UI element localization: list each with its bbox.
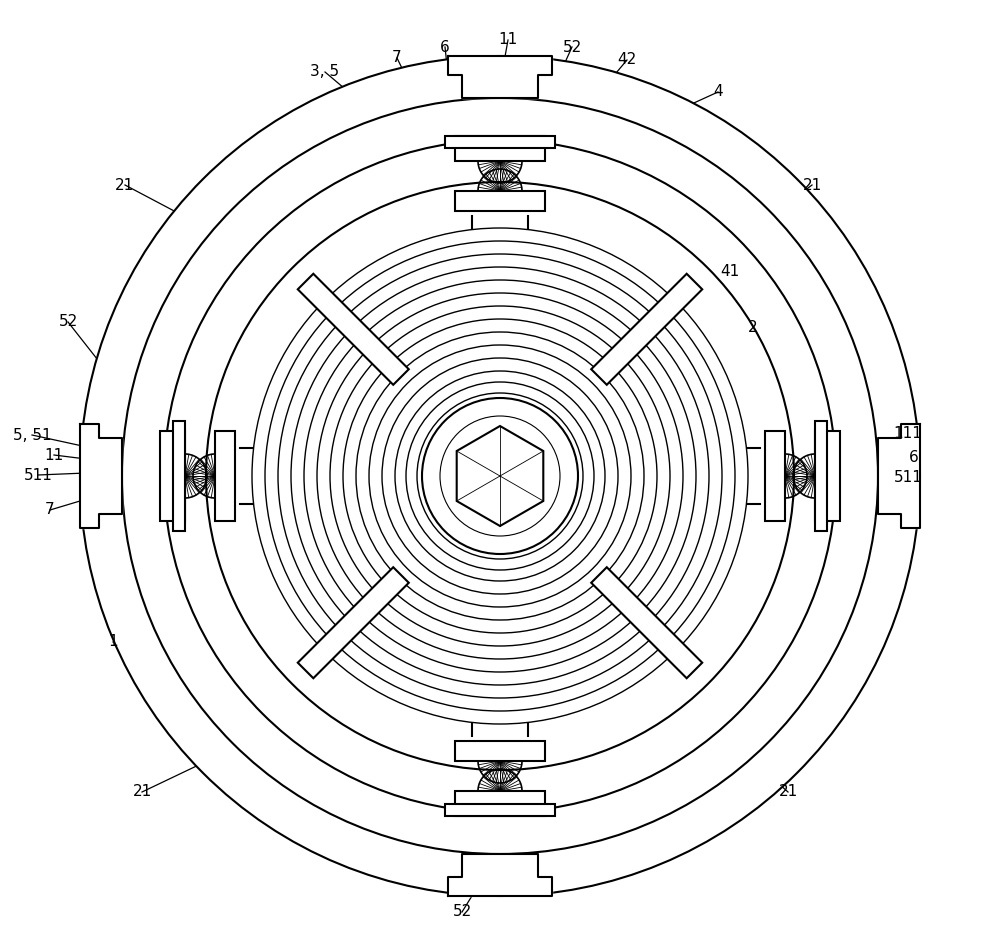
Circle shape — [278, 254, 722, 698]
Text: 1: 1 — [108, 634, 118, 649]
Polygon shape — [591, 274, 702, 385]
Text: 5, 51: 5, 51 — [13, 427, 51, 443]
Polygon shape — [591, 567, 702, 678]
Polygon shape — [298, 567, 409, 678]
Text: 3, 5: 3, 5 — [310, 65, 340, 80]
Text: 511: 511 — [894, 470, 922, 486]
Text: 52: 52 — [58, 314, 78, 329]
Text: 4: 4 — [713, 85, 723, 100]
Bar — [173, 421, 185, 531]
Text: 111: 111 — [894, 426, 922, 441]
Bar — [455, 136, 545, 161]
Text: 21: 21 — [802, 177, 822, 192]
Circle shape — [422, 398, 578, 554]
Bar — [240, 448, 420, 504]
Circle shape — [122, 98, 878, 854]
Text: 2: 2 — [748, 321, 758, 335]
Bar — [472, 216, 528, 396]
Text: 52: 52 — [562, 39, 582, 54]
Bar — [455, 191, 545, 211]
Text: 7: 7 — [45, 503, 55, 518]
Circle shape — [164, 140, 836, 812]
Text: 21: 21 — [132, 784, 152, 800]
Circle shape — [265, 241, 735, 711]
Circle shape — [440, 416, 560, 536]
Text: 21: 21 — [778, 784, 798, 800]
Polygon shape — [878, 424, 920, 528]
Bar — [765, 431, 785, 521]
Circle shape — [395, 371, 605, 581]
Circle shape — [317, 293, 683, 659]
Text: 21: 21 — [115, 177, 135, 192]
Circle shape — [382, 358, 618, 594]
Circle shape — [252, 228, 748, 724]
Circle shape — [356, 332, 644, 620]
Text: 52: 52 — [452, 904, 472, 920]
Polygon shape — [448, 854, 552, 896]
Text: 6: 6 — [909, 450, 919, 466]
Text: 511: 511 — [24, 467, 52, 483]
Bar — [815, 421, 827, 531]
Bar — [455, 791, 545, 816]
Circle shape — [406, 382, 594, 570]
Text: 7: 7 — [392, 50, 402, 66]
Circle shape — [291, 267, 709, 685]
Bar — [455, 741, 545, 761]
Circle shape — [343, 319, 657, 633]
Circle shape — [206, 182, 794, 770]
Text: 11: 11 — [498, 32, 518, 48]
Polygon shape — [298, 274, 409, 385]
Circle shape — [369, 345, 631, 607]
Bar — [472, 556, 528, 736]
Circle shape — [330, 306, 670, 646]
Bar — [215, 431, 235, 521]
Circle shape — [417, 393, 583, 559]
Text: 42: 42 — [617, 52, 637, 68]
Polygon shape — [457, 426, 543, 526]
Polygon shape — [448, 56, 552, 98]
Bar — [445, 136, 555, 148]
Polygon shape — [80, 424, 122, 528]
Bar — [580, 448, 760, 504]
Text: 41: 41 — [720, 265, 740, 280]
Circle shape — [80, 56, 920, 896]
Bar — [445, 804, 555, 816]
Text: 6: 6 — [440, 39, 450, 54]
Bar — [160, 431, 185, 521]
Bar — [815, 431, 840, 521]
Circle shape — [304, 280, 696, 672]
Text: 11: 11 — [44, 447, 64, 463]
